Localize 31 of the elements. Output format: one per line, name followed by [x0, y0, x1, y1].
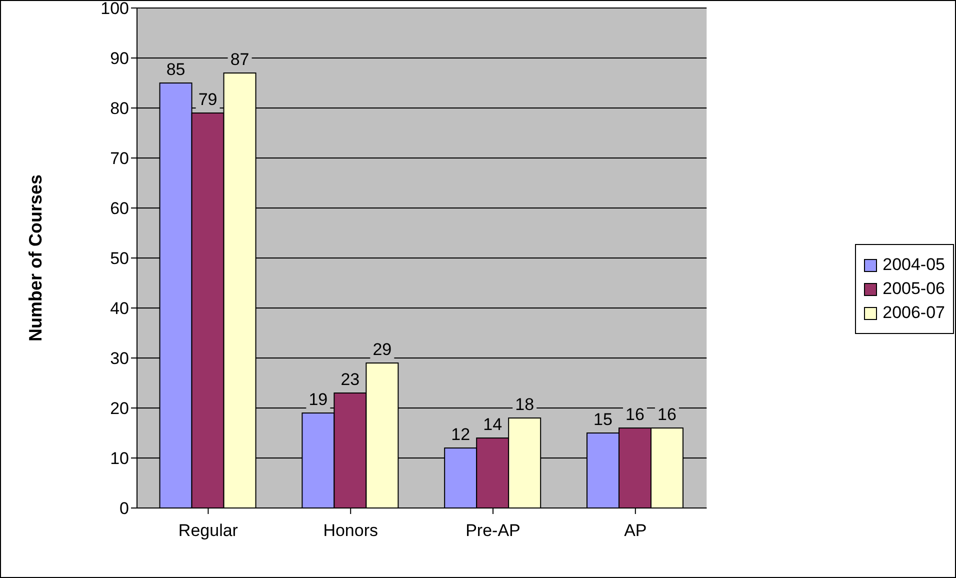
data-label: 29 — [372, 340, 392, 359]
y-tick-label: 30 — [110, 349, 129, 368]
legend-label: 2004-05 — [882, 255, 945, 275]
data-label: 23 — [340, 370, 360, 389]
data-label: 16 — [658, 405, 676, 424]
x-tick-label: Regular — [178, 521, 238, 540]
legend-label: 2005-06 — [882, 279, 945, 299]
y-tick-label: 10 — [110, 449, 129, 468]
legend-label: 2006-07 — [882, 303, 945, 323]
x-tick-label: AP — [624, 521, 647, 540]
data-label: 85 — [166, 60, 186, 79]
x-tick-label: Pre-AP — [466, 521, 520, 540]
data-label: 79 — [198, 90, 218, 109]
y-axis-title: Number of Courses — [25, 174, 46, 342]
y-tick-label: 100 — [100, 0, 129, 18]
y-tick-label: 20 — [110, 399, 129, 418]
data-label: 16 — [626, 405, 644, 424]
y-tick-label: 60 — [110, 199, 129, 218]
y-tick-label: 40 — [110, 299, 129, 318]
x-tick-label: Honors — [323, 521, 378, 540]
data-label: 19 — [308, 390, 328, 409]
y-tick-label: 50 — [110, 249, 129, 268]
data-label: 18 — [515, 395, 534, 414]
y-tick-label: 70 — [110, 149, 129, 168]
y-tick-label: 0 — [120, 499, 129, 518]
data-label: 14 — [483, 415, 502, 434]
data-label: 15 — [594, 410, 612, 429]
y-tick-label: 80 — [110, 99, 129, 118]
data-label: 12 — [451, 425, 470, 444]
y-tick-label: 90 — [110, 49, 129, 68]
data-label: 87 — [230, 50, 250, 69]
